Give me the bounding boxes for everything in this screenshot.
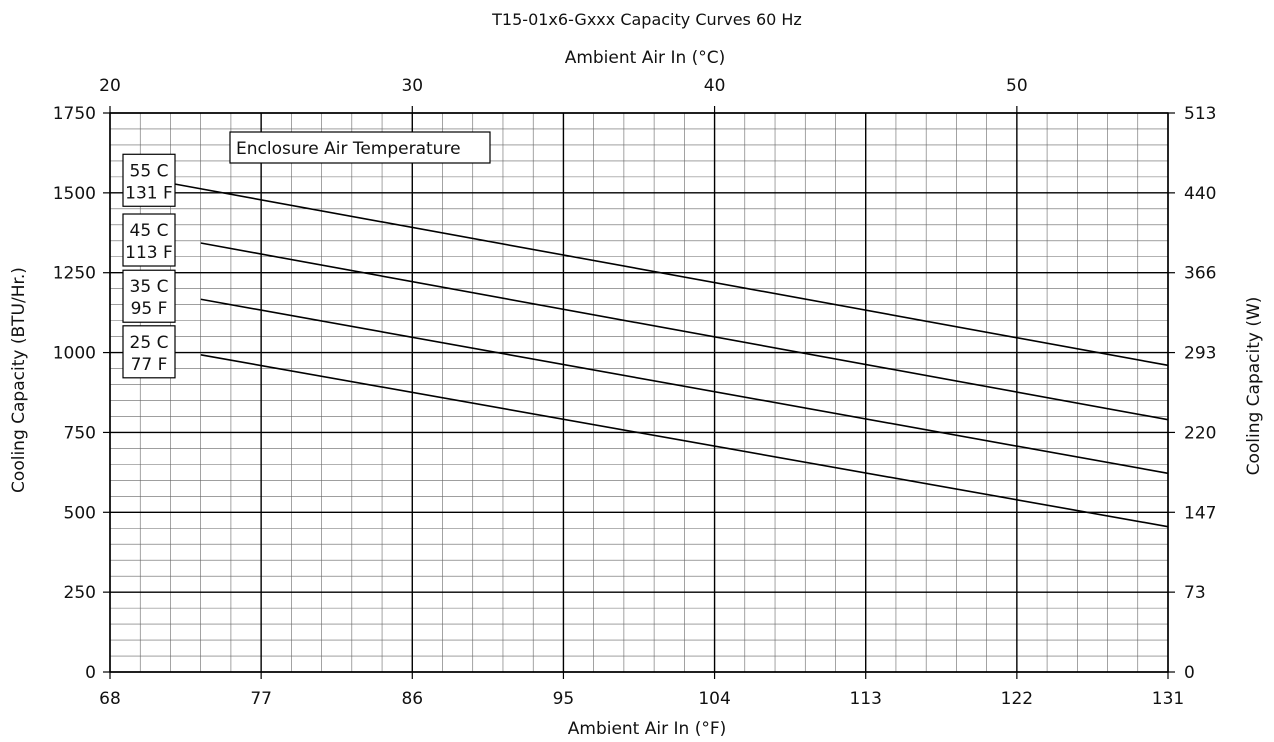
x-tick-labels: 68 77 86 95 104 113 122 131 [99, 672, 1184, 709]
series-label-box: 35 C95 F [122, 269, 176, 323]
y-tick-label: 750 [64, 423, 96, 443]
annotation-frame [229, 131, 491, 164]
series-label-fahrenheit: 113 F [125, 243, 173, 263]
y-tick-label: 1000 [53, 344, 96, 364]
series-line [200, 354, 1169, 528]
x2-tick-labels: 20 30 40 50 [99, 76, 1028, 113]
annotation-box: Enclosure Air Temperature [229, 131, 491, 164]
x2-tick-label: 40 [704, 76, 726, 96]
series-label-frame [122, 325, 176, 379]
series-label-fahrenheit: 131 F [125, 183, 173, 203]
y-axis-label: Cooling Capacity (BTU/Hr.) [9, 267, 29, 493]
x-tick-label: 77 [250, 689, 272, 709]
y2-tick-label: 366 [1184, 264, 1216, 284]
series-lines [170, 182, 1169, 528]
y2-tick-label: 220 [1184, 423, 1216, 443]
annotation-text: Enclosure Air Temperature [236, 139, 461, 159]
series-label-celsius: 35 C [130, 277, 169, 297]
x-tick-label: 113 [849, 689, 881, 709]
series-label-box: 25 C77 F [122, 325, 176, 379]
x2-tick-label: 30 [401, 76, 423, 96]
x-tick-label: 122 [1001, 689, 1033, 709]
y2-tick-label: 0 [1184, 663, 1195, 683]
y2-tick-label: 513 [1184, 104, 1216, 124]
series-label-fahrenheit: 77 F [131, 355, 168, 375]
y2-tick-label: 73 [1184, 583, 1206, 603]
y-tick-label: 1750 [53, 104, 96, 124]
x-tick-label: 131 [1152, 689, 1184, 709]
y2-tick-label: 147 [1184, 503, 1216, 523]
x-axis-label: Ambient Air In (°F) [568, 719, 727, 739]
y-tick-label: 250 [64, 583, 96, 603]
y-tick-label: 1500 [53, 184, 96, 204]
series-label-celsius: 45 C [130, 221, 169, 241]
x2-tick-label: 20 [99, 76, 121, 96]
y-tick-label: 1250 [53, 264, 96, 284]
series-line [200, 298, 1169, 475]
plot-frame [109, 112, 1169, 673]
x2-axis-label: Ambient Air In (°C) [565, 48, 726, 68]
y2-tick-label: 440 [1184, 184, 1216, 204]
x-tick-label: 95 [553, 689, 575, 709]
y2-tick-label: 293 [1184, 344, 1216, 364]
x-tick-label: 68 [99, 689, 121, 709]
x-tick-label: 86 [401, 689, 423, 709]
y2-axis-label: Cooling Capacity (W) [1244, 297, 1264, 476]
y2-tick-labels: 0 73 147 220 293 366 440 513 [1168, 104, 1216, 683]
series-line [170, 182, 1169, 367]
y-tick-label: 500 [64, 503, 96, 523]
series-label-fahrenheit: 95 F [131, 299, 168, 319]
y-tick-labels: 0 250 500 750 1000 1250 1500 1750 [53, 104, 110, 683]
series-line [200, 242, 1169, 421]
series-label-celsius: 55 C [130, 161, 169, 181]
x-tick-label: 104 [698, 689, 730, 709]
series-label-frame [122, 153, 176, 207]
x2-tick-label: 50 [1006, 76, 1028, 96]
series-label-celsius: 25 C [130, 333, 169, 353]
chart-title: T15-01x6-Gxxx Capacity Curves 60 Hz [491, 10, 802, 29]
series-label-frame [122, 269, 176, 323]
y-tick-label: 0 [85, 663, 96, 683]
series-label-frame [122, 213, 176, 267]
